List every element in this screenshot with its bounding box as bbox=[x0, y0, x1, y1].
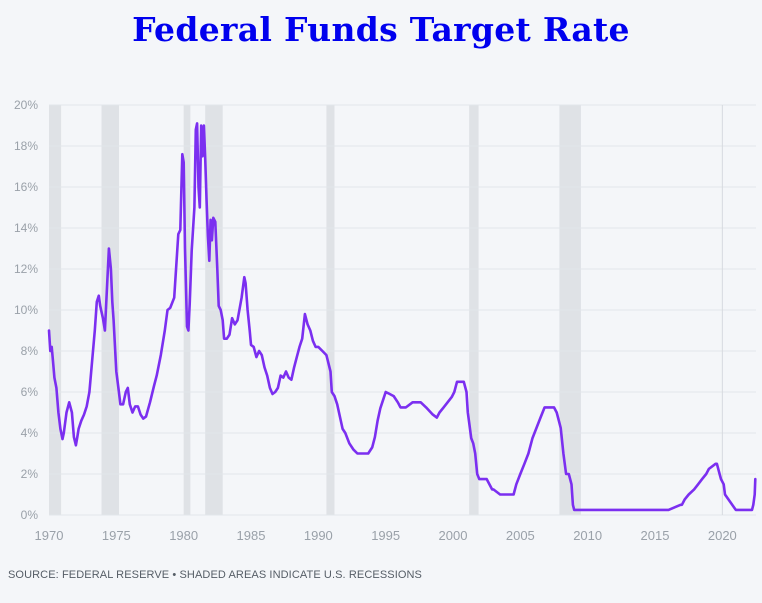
x-tick-label: 2010 bbox=[573, 528, 602, 543]
y-tick-label: 18% bbox=[14, 139, 38, 153]
x-tick-label: 1985 bbox=[237, 528, 266, 543]
x-tick-label: 1975 bbox=[102, 528, 131, 543]
x-tick-label: 1995 bbox=[371, 528, 400, 543]
y-tick-label: 10% bbox=[14, 303, 38, 317]
x-tick-label: 1970 bbox=[35, 528, 64, 543]
gridlines bbox=[49, 104, 756, 516]
x-axis-ticks: 1970 1975 1980 1985 1990 1995 2000 2005 2010 2015… bbox=[35, 528, 737, 543]
y-tick-label: 2% bbox=[21, 467, 39, 481]
x-tick-label: 2000 bbox=[439, 528, 468, 543]
y-tick-label: 0% bbox=[21, 508, 39, 522]
y-tick-label: 6% bbox=[21, 385, 39, 399]
y-tick-label: 12% bbox=[14, 262, 38, 276]
y-tick-label: 14% bbox=[14, 221, 38, 235]
y-tick-label: 16% bbox=[14, 180, 38, 194]
x-tick-label: 2020 bbox=[708, 528, 737, 543]
x-tick-label: 2005 bbox=[506, 528, 535, 543]
y-tick-label: 20% bbox=[14, 98, 38, 112]
source-note: SOURCE: FEDERAL RESERVE • SHADED AREAS I… bbox=[8, 569, 422, 581]
y-axis-ticks: 0% 2% 4% 6% 8% 10% 12% 14% 16% 18% 20% bbox=[14, 98, 38, 522]
x-tick-label: 2015 bbox=[641, 528, 670, 543]
series-line-0 bbox=[47, 122, 757, 512]
y-tick-label: 8% bbox=[21, 344, 39, 358]
y-tick-label: 4% bbox=[21, 426, 39, 440]
x-tick-label: 1990 bbox=[304, 528, 333, 543]
chart-title: Federal Funds Target Rate bbox=[132, 10, 630, 49]
series-layer bbox=[47, 122, 757, 512]
x-tick-label: 1980 bbox=[169, 528, 198, 543]
